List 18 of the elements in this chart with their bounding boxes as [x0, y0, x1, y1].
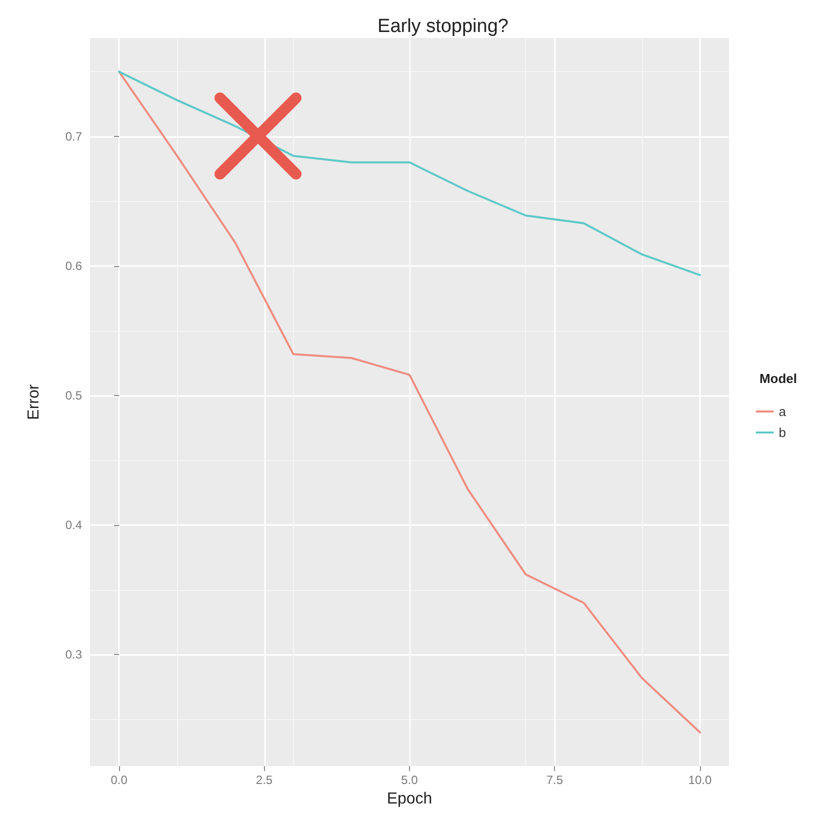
x-tick-label: 7.5	[546, 773, 564, 788]
x-tick-label: 10.0	[688, 773, 712, 788]
chart-title: Early stopping?	[378, 16, 508, 37]
y-axis-title: Error	[26, 384, 42, 420]
line-series	[118, 70, 701, 276]
x-axis-title: Epoch	[386, 790, 432, 808]
y-tick-label: 0.3	[65, 648, 82, 662]
x-tick-label: 0.0	[110, 773, 128, 788]
y-tick-label: 0.7	[65, 129, 82, 144]
legend-label: b	[778, 425, 786, 440]
y-tick-label: 0.4	[65, 518, 82, 532]
x-tick-label: 2.5	[256, 773, 273, 788]
legend-label: a	[778, 404, 787, 419]
y-tick-label: 0.5	[65, 388, 82, 403]
x-tick-label: 5.0	[401, 773, 418, 788]
legend-title: Model	[759, 371, 798, 386]
y-tick-label: 0.6	[65, 259, 82, 274]
line-series	[118, 70, 701, 734]
